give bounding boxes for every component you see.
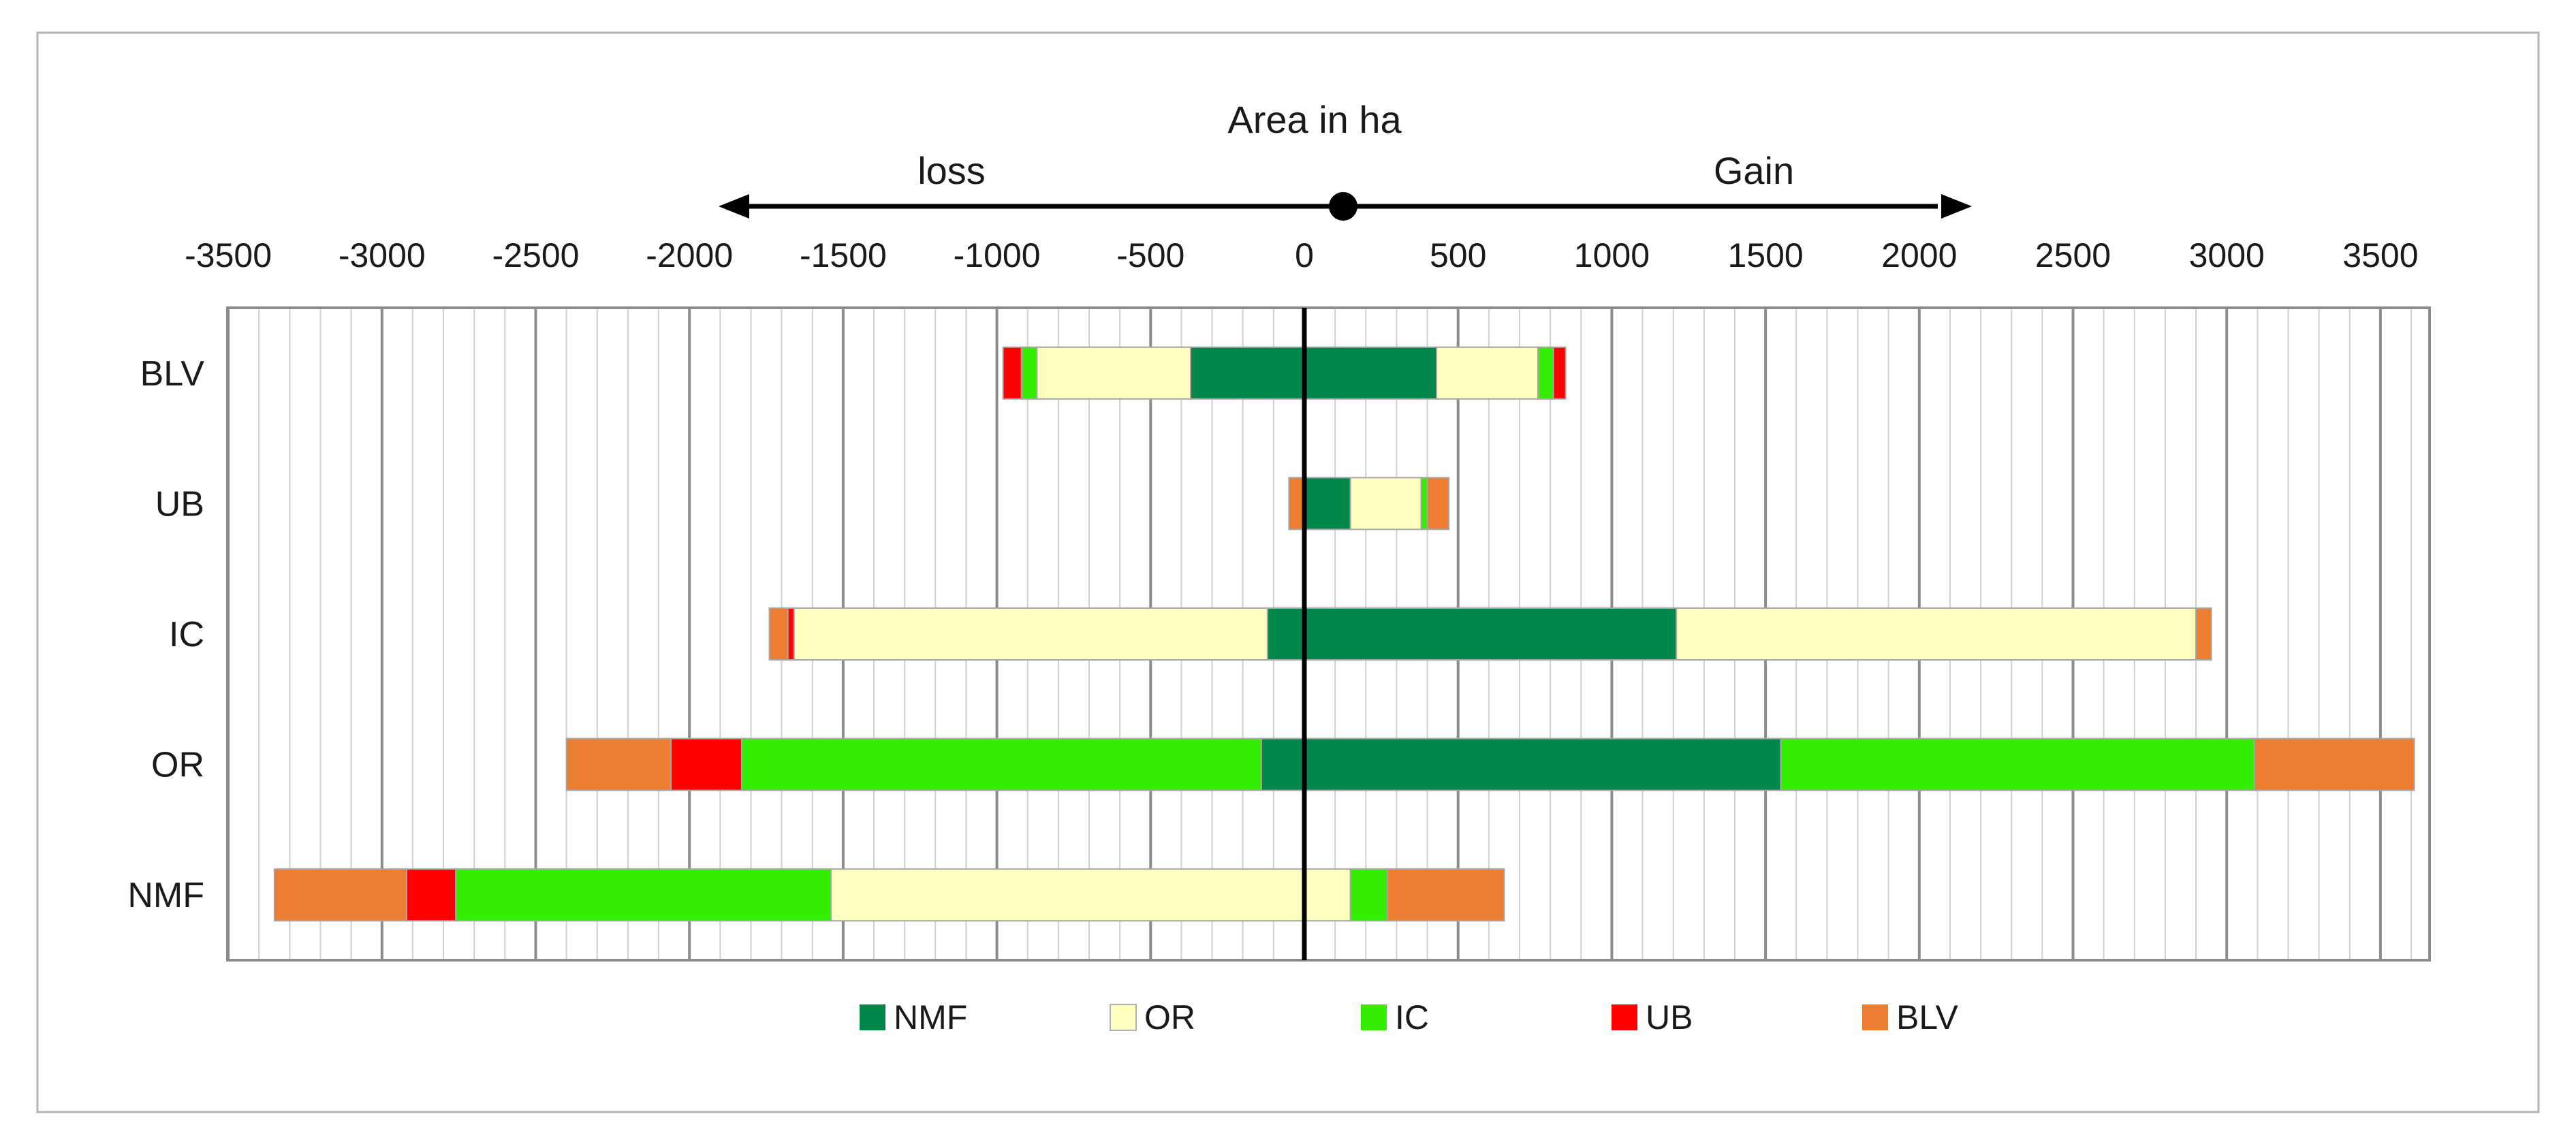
bar-ic-gain-nmf (1349, 868, 1388, 922)
bar-or-loss-nmf (830, 868, 1305, 922)
loss-label: loss (917, 149, 986, 192)
x-tick-label: 3000 (2189, 236, 2265, 274)
bar-nmf-gain-blv (1304, 346, 1438, 400)
legend-label-ub: UB (1646, 998, 1693, 1036)
bar-blv-gain-ic (2195, 607, 2212, 661)
bar-or-loss-blv (1036, 346, 1191, 400)
legend-label-blv: BLV (1896, 998, 1958, 1036)
bar-blv-loss-or (565, 737, 672, 791)
legend-swatch-ic (1361, 1004, 1387, 1030)
x-axis-tick-labels: -3500 -3000 -2500 -2000 -1500 -1000 -500 0 500 10… (185, 236, 2418, 274)
x-tick-label: 0 (1295, 236, 1314, 274)
bar-ic-gain-blv (1537, 346, 1554, 400)
bars (273, 308, 2415, 960)
x-tick-label: 500 (1430, 236, 1486, 274)
bar-nmf-loss-blv (1189, 346, 1306, 400)
x-tick-label: -1000 (954, 236, 1041, 274)
bar-ub-gain-blv (1552, 346, 1567, 400)
bar-ub-loss-ic (787, 607, 795, 661)
right-arrowhead-icon (1941, 194, 1972, 219)
category-labels: BLV UB IC OR NMF (127, 354, 204, 915)
legend-swatch-ub (1612, 1004, 1637, 1030)
bar-nmf-loss-or (1260, 737, 1305, 791)
x-tick-label: -500 (1116, 236, 1184, 274)
bar-or-gain-blv (1436, 346, 1539, 400)
legend-label-ic: IC (1395, 998, 1429, 1036)
x-tick-label: 3500 (2342, 236, 2418, 274)
x-tick-label: -2500 (492, 236, 580, 274)
x-tick-label: 2000 (1881, 236, 1957, 274)
category-label-or: OR (151, 746, 204, 785)
bar-blv-gain-ub (1426, 477, 1450, 530)
origin-dot-icon (1329, 192, 1357, 221)
direction-indicator (719, 192, 1972, 221)
legend: NMF OR IC UB BLV (860, 998, 1958, 1036)
bar-or-loss-ic (793, 607, 1268, 661)
bar-or-gain-nmf (1304, 868, 1351, 922)
category-label-nmf: NMF (127, 876, 204, 915)
gain-label: Gain (1714, 149, 1794, 192)
x-tick-label: -3000 (339, 236, 426, 274)
bar-blv-gain-or (2253, 737, 2415, 791)
chart-title: Area in ha (1227, 98, 1402, 141)
chart-frame (36, 31, 2540, 1113)
bar-ub-loss-blv (1002, 346, 1022, 400)
x-tick-label: 1500 (1727, 236, 1803, 274)
bar-blv-loss-nmf (273, 868, 407, 922)
bar-blv-loss-ic (768, 607, 789, 661)
bar-or-gain-ic (1676, 607, 2197, 661)
bar-ic-loss-or (740, 737, 1262, 791)
x-tick-label: 1000 (1574, 236, 1650, 274)
bar-nmf-gain-or (1304, 737, 1782, 791)
legend-swatch-or (1110, 1004, 1137, 1031)
x-tick-label: -3500 (185, 236, 272, 274)
bar-ub-loss-nmf (405, 868, 457, 922)
bar-blv-gain-nmf (1386, 868, 1505, 922)
legend-label-or: OR (1144, 998, 1195, 1036)
category-label-ic: IC (169, 615, 204, 654)
legend-label-nmf: NMF (894, 998, 967, 1036)
left-arrowhead-icon (719, 194, 749, 219)
bar-nmf-gain-ub (1304, 477, 1351, 530)
legend-swatch-nmf (860, 1004, 885, 1030)
category-label-blv: BLV (140, 354, 205, 394)
plot-area-border (226, 306, 2431, 962)
x-tick-label: -1500 (800, 236, 887, 274)
bar-nmf-gain-ic (1304, 607, 1678, 661)
legend-swatch-blv (1862, 1004, 1888, 1030)
bar-nmf-loss-ic (1266, 607, 1306, 661)
bar-ic-gain-or (1780, 737, 2255, 791)
x-tick-label: 2500 (2035, 236, 2111, 274)
bar-ic-loss-blv (1020, 346, 1038, 400)
bar-ic-loss-nmf (455, 868, 832, 922)
bar-ic-gain-ub (1420, 477, 1428, 530)
category-label-ub: UB (155, 484, 204, 524)
bar-or-gain-ub (1349, 477, 1422, 530)
x-tick-label: -2000 (646, 236, 733, 274)
bar-ub-loss-or (670, 737, 742, 791)
